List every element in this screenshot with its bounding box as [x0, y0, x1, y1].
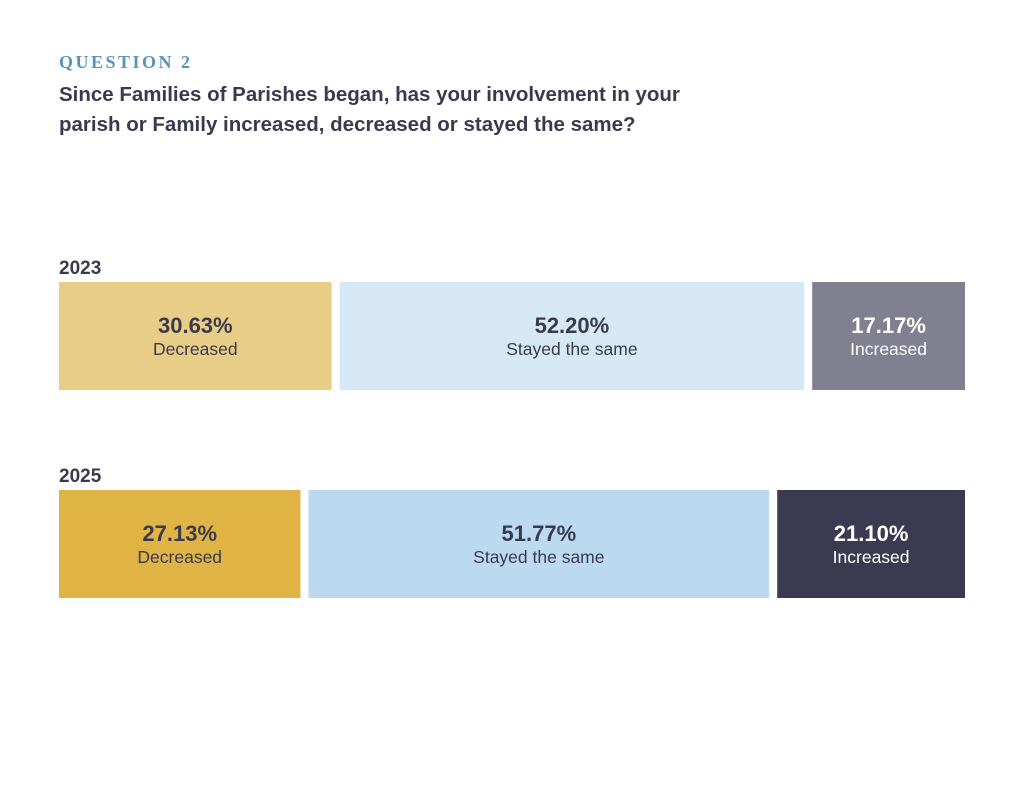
question-text: Since Families of Parishes began, has yo…: [59, 83, 680, 136]
segment-stayed-the-same-2023: 52.20%Stayed the same: [339, 282, 805, 390]
year-label-2023: 2023: [59, 258, 101, 279]
series-label-decreased-2023: Decreased: [153, 339, 238, 359]
bar-stayed-the-same-2023: [339, 282, 805, 390]
bar-increased-2023: [812, 282, 965, 390]
series-label-stayed-the-same-2023: Stayed the same: [506, 339, 637, 359]
segment-decreased-2023: 30.63%Decreased: [59, 282, 332, 390]
value-label-increased-2025: 21.10%: [834, 521, 909, 546]
series-label-decreased-2025: Decreased: [137, 547, 222, 567]
segment-increased-2025: 21.10%Increased: [777, 490, 965, 598]
value-label-decreased-2025: 27.13%: [142, 521, 217, 546]
segment-stayed-the-same-2025: 51.77%Stayed the same: [308, 490, 770, 598]
segment-increased-2023: 17.17%Increased: [812, 282, 965, 390]
bar-stayed-the-same-2025: [308, 490, 770, 598]
year-label-2025: 2025: [59, 466, 102, 487]
bar-decreased-2025: [59, 490, 301, 598]
series-label-stayed-the-same-2025: Stayed the same: [473, 547, 604, 567]
series-label-increased-2025: Increased: [833, 547, 910, 567]
value-label-increased-2023: 17.17%: [851, 313, 926, 338]
bar-decreased-2023: [59, 282, 332, 390]
series-label-increased-2023: Increased: [850, 339, 927, 359]
segment-decreased-2025: 27.13%Decreased: [59, 490, 301, 598]
bar-increased-2025: [777, 490, 965, 598]
value-label-stayed-the-same-2023: 52.20%: [535, 313, 610, 338]
value-label-stayed-the-same-2025: 51.77%: [502, 521, 577, 546]
value-label-decreased-2023: 30.63%: [158, 313, 233, 338]
question-number: QUESTION 2: [59, 52, 193, 72]
